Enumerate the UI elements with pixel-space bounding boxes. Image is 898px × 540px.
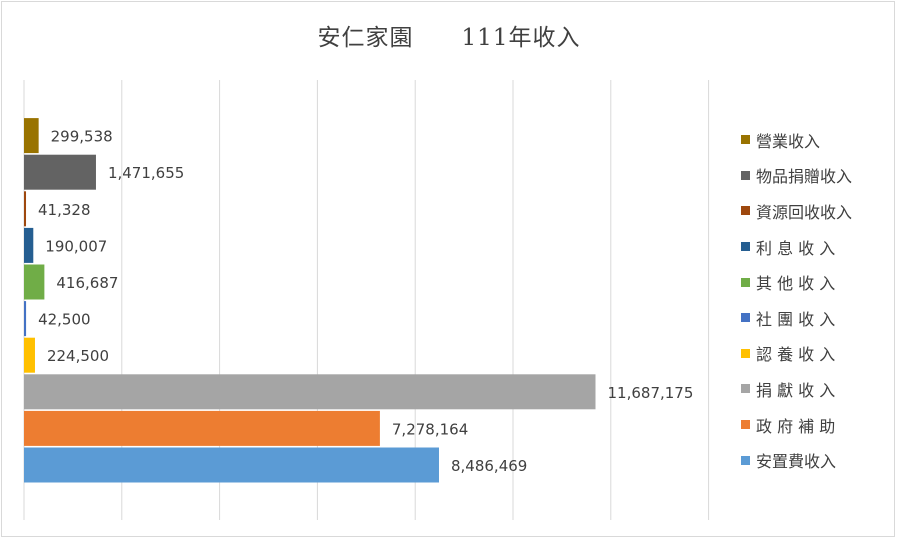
legend-swatch bbox=[741, 384, 750, 394]
bar-9 bbox=[24, 118, 39, 154]
data-label-3: 224,500 bbox=[47, 347, 109, 365]
legend-swatch bbox=[741, 455, 750, 465]
data-label-7: 41,328 bbox=[38, 201, 90, 219]
legend-item: 安置費收入 bbox=[741, 442, 891, 478]
legend-swatch bbox=[741, 348, 750, 358]
legend-label: 捐 獻 收 入 bbox=[756, 380, 836, 400]
legend-label: 安置費收入 bbox=[756, 452, 837, 472]
legend-label: 其 他 收 入 bbox=[756, 274, 836, 294]
data-label-5: 416,687 bbox=[56, 274, 118, 292]
legend-item: 資源回收收入 bbox=[741, 193, 891, 229]
legend-item: 營業收入 bbox=[741, 122, 891, 158]
legend-swatch bbox=[741, 277, 750, 287]
data-label-2: 11,687,175 bbox=[608, 384, 694, 402]
data-label-6: 190,007 bbox=[45, 237, 107, 255]
bar-0 bbox=[24, 447, 439, 483]
legend-label: 政 府 補 助 bbox=[756, 416, 836, 436]
data-label-0: 8,486,469 bbox=[451, 457, 527, 475]
legend-swatch bbox=[741, 135, 750, 145]
legend-label: 資源回收收入 bbox=[756, 202, 853, 222]
legend-label: 物品捐贈收入 bbox=[756, 167, 853, 187]
legend-label: 社 團 收 入 bbox=[756, 309, 836, 329]
legend-item: 政 府 補 助 bbox=[741, 407, 891, 443]
bar-3 bbox=[24, 337, 35, 373]
legend-swatch bbox=[741, 242, 750, 252]
legend-swatch bbox=[741, 313, 750, 323]
data-label-9: 299,538 bbox=[51, 128, 113, 146]
chart-legend: 營業收入物品捐贈收入 資源回收收入利 息 收 入其 他 收 入社 團 收 入認 養… bbox=[741, 122, 891, 478]
legend-label: 利 息 收 入 bbox=[756, 238, 836, 258]
legend-swatch bbox=[741, 420, 750, 430]
data-label-1: 7,278,164 bbox=[392, 420, 468, 438]
legend-item: 社 團 收 入 bbox=[741, 300, 891, 336]
legend-item: 物品捐贈收入 bbox=[741, 158, 891, 194]
bar-6 bbox=[24, 227, 34, 263]
bar-5 bbox=[24, 264, 45, 300]
legend-item: 認 養 收 入 bbox=[741, 336, 891, 372]
legend-label: 認 養 收 入 bbox=[756, 345, 836, 365]
legend-item: 其 他 收 入 bbox=[741, 264, 891, 300]
bar-4 bbox=[24, 301, 27, 337]
legend-swatch bbox=[741, 206, 750, 216]
bar-7 bbox=[24, 191, 27, 227]
legend-swatch bbox=[741, 170, 750, 180]
chart-title: 安仁家園 111年收入 bbox=[317, 25, 581, 51]
legend-label: 營業收入 bbox=[756, 131, 821, 151]
bar-8 bbox=[24, 154, 96, 190]
bar-2 bbox=[24, 374, 596, 410]
data-label-4: 42,500 bbox=[38, 311, 90, 329]
legend-item: 捐 獻 收 入 bbox=[741, 371, 891, 407]
legend-item: 利 息 收 入 bbox=[741, 229, 891, 265]
bar-1 bbox=[24, 410, 380, 446]
data-label-8: 1,471,655 bbox=[108, 164, 184, 182]
